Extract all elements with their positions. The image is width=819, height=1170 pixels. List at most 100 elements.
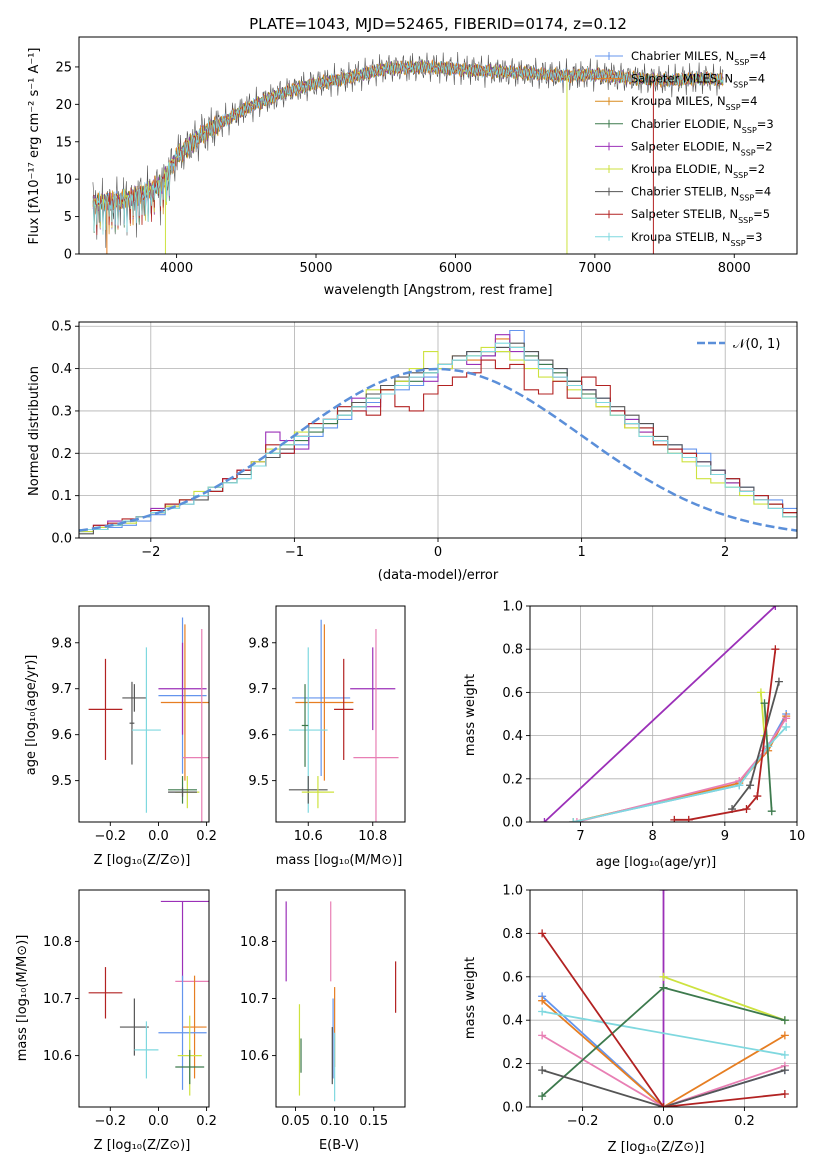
weight-vs-age-xtick-label-1: 8 [649, 829, 657, 844]
age-vs-Z-xtick-label-1: 0.0 [148, 829, 169, 844]
residuals-xtick-label-3: 1 [577, 545, 585, 560]
weight-vs-Z-series-pink-marker-0 [538, 1031, 547, 1040]
age-vs-Z-frame [78, 605, 210, 823]
weight-vs-Z-xlabel: Z [log₁₀(Z/Z⊙)] [608, 1140, 705, 1155]
weight-vs-Z-series-salpeter_stelib-marker-0 [538, 929, 547, 938]
legend-label-2: Kroupa MILES, NSSP=4 [631, 94, 757, 112]
spectrum-xtick-label-1: 5000 [299, 261, 332, 276]
weight-vs-age-series-kroupa_stelib [573, 726, 787, 822]
weight-vs-Z-series-salpeter_stelib-marker-2 [780, 1089, 789, 1098]
mass-vs-Z-xlabel: Z [log₁₀(Z/Z⊙)] [94, 1138, 191, 1153]
weight-vs-age-xlabel: age [log₁₀(age/yr)] [596, 855, 717, 870]
weight-vs-Z-series-chabrier_stelib-marker-2 [780, 1066, 789, 1075]
age-vs-Z-ytick-label-1: 9.6 [51, 728, 72, 743]
spectrum-xtick-label-0: 4000 [160, 261, 193, 276]
age-vs-Z-xtick-label-2: 0.2 [196, 829, 217, 844]
mass-vs-ebv-xtick-label-1: 0.10 [320, 1114, 349, 1129]
spectrum-plot-area [92, 51, 724, 254]
weight-vs-Z-series-kroupa_stelib [541, 1010, 786, 1056]
weight-vs-age-ytick-label-2: 0.4 [502, 729, 523, 744]
mass-vs-Z-xtick-label-2: 0.2 [196, 1114, 217, 1129]
residuals-xtick-label-0: −2 [141, 545, 160, 560]
mass-vs-Z-ylabel: mass [log₁₀(M/M⊙)] [15, 935, 30, 1062]
weight-vs-age-series-pink-marker-3 [782, 714, 791, 723]
residuals-ytick-label-1: 0.1 [51, 489, 72, 504]
weight-vs-Z-series-chabrier_stelib-marker-0 [538, 1066, 547, 1075]
mass-vs-ebv-ytick-label-1: 10.7 [240, 992, 269, 1007]
spectrum-title: PLATE=1043, MJD=52465, FIBERID=0174, z=0… [249, 15, 627, 33]
age-vs-Z-ytick-label-3: 9.8 [51, 636, 72, 651]
legend-label-6: Chabrier STELIB, NSSP=4 [631, 185, 771, 203]
mass-vs-Z-ytick-label-2: 10.8 [43, 935, 72, 950]
age-vs-mass-frame [275, 605, 406, 823]
age-vs-mass-ytick-label-3: 9.8 [248, 636, 269, 651]
age-vs-Z-ytick-label-2: 9.7 [51, 682, 72, 697]
mass-vs-ebv-xtick-label-0: 0.05 [281, 1114, 310, 1129]
weight-vs-age-ytick-label-0: 0.0 [502, 816, 523, 831]
legend-label-1: Salpeter MILES, NSSP=4 [631, 72, 765, 90]
weight-vs-age-series-kroupa_elodie [760, 692, 766, 736]
spectrum-line-kroupa_elodie [92, 60, 724, 229]
mass-vs-ebv-xtick-label-2: 0.15 [359, 1114, 388, 1129]
residuals-xtick-label-2: 0 [434, 545, 442, 560]
residuals-ytick-label-0: 0.0 [51, 532, 72, 547]
weight-vs-Z-series-salpeter_elodie-marker-1 [659, 890, 668, 894]
weight-vs-Z-series-salpeter_stelib-marker-1 [659, 1103, 668, 1107]
age-vs-mass-ytick-label-1: 9.6 [248, 728, 269, 743]
weight-vs-Z-series-salpeter_miles-marker-2 [780, 1031, 789, 1040]
weight-vs-age-xtick-label-2: 9 [721, 829, 729, 844]
age-vs-Z-xlabel: Z [log₁₀(Z/Z⊙)] [94, 853, 191, 868]
weight-vs-Z-series-salpeter_stelib [541, 932, 785, 1107]
weight-vs-Z-series-kroupa_stelib-marker-1 [780, 1050, 789, 1059]
residuals-ytick-label-2: 0.2 [51, 447, 72, 462]
weight-vs-age-series-kroupa_stelib-marker-3 [782, 722, 791, 731]
weight-vs-Z-xtick-label-0: −0.2 [567, 1114, 599, 1129]
age-vs-mass-ytick-label-0: 9.5 [248, 774, 269, 789]
weight-vs-age-series-salpeter_stelib-marker-2 [742, 805, 751, 814]
weight-vs-Z-ytick-label-3: 0.6 [502, 970, 523, 985]
age-vs-Z-xtick-label-0: −0.2 [95, 829, 127, 844]
weight-vs-age-series-kroupa_stelib-marker-0 [569, 818, 578, 822]
weight-vs-age-series-salpeter_stelib-marker-4 [771, 645, 780, 654]
mass-vs-ebv-xlabel: E(B-V) [319, 1138, 359, 1153]
weight-vs-age-plot-area [540, 606, 791, 822]
weight-vs-age-series-kroupa_stelib-marker-1 [735, 781, 744, 790]
spectrum-ytick-label-3: 15 [55, 135, 72, 150]
spectrum-frame [78, 36, 798, 255]
weight-vs-Z-plot-area [538, 890, 789, 1107]
weight-vs-Z-xtick-label-1: 0.0 [653, 1114, 674, 1129]
weight-vs-Z-series-chabrier_elodie-marker-0 [538, 1092, 547, 1101]
histogram-series-kroupa_stelib [79, 342, 797, 531]
legend-label-3: Chabrier ELODIE, NSSP=3 [631, 117, 774, 135]
normal-curve [79, 367, 797, 532]
weight-vs-age-ylabel: mass weight [463, 674, 478, 756]
residuals-xtick-label-4: 2 [721, 545, 729, 560]
legend-label-0: Chabrier MILES, NSSP=4 [631, 49, 766, 67]
weight-vs-Z-series-kroupa_elodie-marker-0 [659, 972, 668, 981]
weight-vs-Z-ytick-label-2: 0.4 [502, 1014, 523, 1029]
residuals-ylabel: Normed distribution [27, 366, 42, 496]
weight-vs-Z-series-chabrier_elodie-marker-1 [659, 983, 668, 992]
spectrum-ytick-label-1: 5 [64, 210, 72, 225]
residuals-xtick-label-1: −1 [285, 545, 304, 560]
weight-vs-age-series-salpeter_stelib-marker-0 [670, 815, 679, 822]
weight-vs-age-series-chabrier_stelib-marker-1 [746, 781, 755, 790]
residuals-xlabel: (data-model)/error [378, 568, 499, 583]
spectrum-ytick-label-0: 0 [64, 248, 72, 263]
mass-vs-Z-plot-area [88, 900, 209, 1096]
mass-vs-ebv-ytick-label-0: 10.6 [240, 1049, 269, 1064]
weight-vs-Z-series-salpeter_miles [541, 1000, 786, 1107]
weight-vs-age-xtick-label-3: 10 [789, 829, 806, 844]
weight-vs-Z-series-kroupa_elodie [663, 975, 786, 1022]
weight-vs-age-series-pink-marker-0 [572, 818, 581, 822]
residuals-ytick-label-3: 0.3 [51, 404, 72, 419]
weight-vs-Z-ytick-label-4: 0.8 [502, 927, 523, 942]
age-vs-mass-plot-area [288, 619, 399, 822]
spectrum-xtick-label-3: 7000 [578, 261, 611, 276]
weight-vs-age-series-salpeter_elodie-marker-1 [771, 606, 780, 610]
mass-vs-Z-xtick-label-0: −0.2 [95, 1114, 127, 1129]
weight-vs-Z-ylabel: mass weight [463, 957, 478, 1039]
mass-vs-ebv-ytick-label-2: 10.8 [240, 935, 269, 950]
weight-vs-age-ytick-label-3: 0.6 [502, 686, 523, 701]
mass-vs-ebv-plot-area [285, 901, 397, 1102]
